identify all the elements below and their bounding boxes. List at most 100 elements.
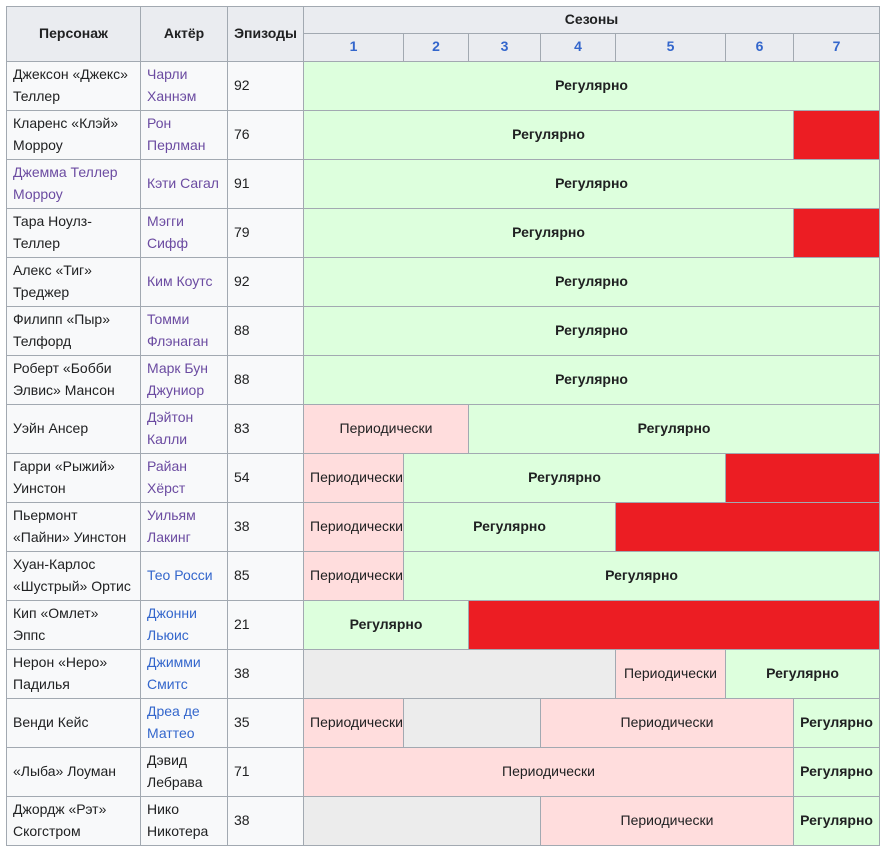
character-cell: Джексон «Джекс» Теллер — [6, 60, 141, 111]
table-row: Тара Ноулз-Теллер Мэгги Сифф 79 Регулярно — [6, 207, 881, 258]
actor-cell: Джонни Льюис — [140, 599, 228, 650]
season-cell-regular: Регулярно — [302, 305, 881, 356]
episodes-cell: 35 — [227, 697, 304, 748]
season-cell-regular: Регулярно — [792, 746, 881, 797]
season-cell-regular: Регулярно — [303, 109, 794, 160]
actor-link[interactable]: Дэйтон Калли — [147, 409, 194, 447]
season-7-header-link[interactable]: 7 — [792, 32, 881, 62]
column-header-character: Персонаж — [6, 6, 141, 62]
column-header-actor: Актёр — [140, 6, 228, 62]
character-cell: Нерон «Неро» Падилья — [6, 648, 141, 699]
season-cell-regular: Регулярно — [467, 403, 881, 454]
actor-cell: Ким Коутс — [140, 256, 228, 307]
actor-link[interactable]: Кэти Сагал — [147, 174, 219, 191]
season-cell-grey — [403, 697, 541, 748]
character-cell: «Лыба» Лоуман — [6, 746, 141, 797]
actor-cell: Томми Флэнаган — [140, 305, 228, 356]
table-row: Кип «Омлет» Эппс Джонни Льюис 21 Регулярно — [6, 599, 881, 650]
actor-link[interactable]: Марк Бун Джуниор — [147, 360, 209, 398]
season-3-header-link[interactable]: 3 — [468, 32, 541, 62]
episodes-cell: 21 — [227, 599, 304, 650]
season-cell-regular: Регулярно — [303, 207, 794, 258]
actor-cell: Чарли Ханнэм — [140, 60, 228, 111]
actor-cell: Дреа де Маттео — [140, 697, 228, 748]
episodes-cell: 92 — [227, 256, 304, 307]
character-cell: Венди Кейс — [6, 697, 141, 748]
episodes-cell: 79 — [227, 207, 304, 258]
season-cell-periodic: Периодически — [303, 452, 404, 503]
episodes-cell: 76 — [227, 109, 304, 160]
character-cell: Кип «Омлет» Эппс — [6, 599, 141, 650]
season-cell-regular: Регулярно — [724, 648, 881, 699]
season-1-header-link[interactable]: 1 — [303, 32, 404, 62]
actor-link[interactable]: Томми Флэнаган — [147, 311, 209, 349]
actor-link[interactable]: Чарли Ханнэм — [147, 66, 197, 104]
actor-link[interactable]: Райан Хёрст — [147, 458, 187, 496]
season-2-header-link[interactable]: 2 — [403, 32, 469, 62]
actor-cell: Кэти Сагал — [140, 158, 228, 209]
season-cell-periodic: Периодически — [615, 648, 726, 699]
actor-link[interactable]: Рон Перлман — [147, 115, 206, 153]
season-5-header-link[interactable]: 5 — [615, 32, 726, 62]
episodes-cell: 88 — [227, 305, 304, 356]
actor-link[interactable]: Тео Росси — [147, 566, 213, 583]
season-4-header-link[interactable]: 4 — [540, 32, 616, 62]
table-row: Филипп «Пыр» Телфорд Томми Флэнаган 88 Регу… — [6, 305, 881, 356]
actor-cell: Тео Росси — [140, 550, 228, 601]
actor-link[interactable]: Мэгги Сифф — [147, 213, 188, 251]
season-cell-periodic: Периодически — [303, 403, 469, 454]
season-cell-periodic: Периодически — [303, 501, 404, 552]
episodes-cell: 83 — [227, 403, 304, 454]
actor-link[interactable]: Дреа де Маттео — [147, 703, 200, 741]
column-header-episodes: Эпизоды — [227, 6, 304, 62]
table-row: Алекс «Тиг» Треджер Ким Коутс 92 Регулярно — [6, 256, 881, 307]
table-row: Пьермонт «Пайни» Уинстон Уильям Лакинг 38 П… — [6, 501, 881, 552]
character-link[interactable]: Джемма Теллер Морроу — [13, 164, 118, 202]
character-cell: Кларенс «Клэй» Морроу — [6, 109, 141, 160]
actor-link[interactable]: Джонни Льюис — [147, 605, 197, 643]
actor-cell: Дэвид Лебрава — [140, 746, 228, 797]
actor-cell: Джимми Смитс — [140, 648, 228, 699]
episodes-cell: 85 — [227, 550, 304, 601]
season-cell-grey — [303, 795, 541, 846]
actor-cell: Марк Бун Джуниор — [140, 354, 228, 405]
table-row: Венди Кейс Дреа де Маттео 35 Периодически Пе… — [6, 697, 881, 748]
character-cell: Пьермонт «Пайни» Уинстон — [6, 501, 141, 552]
actor-link[interactable]: Уильям Лакинг — [147, 507, 196, 545]
season-cell-regular: Регулярно — [302, 60, 881, 111]
season-cell-periodic: Периодически — [303, 697, 404, 748]
actor-cell: Райан Хёрст — [140, 452, 228, 503]
season-cell-regular: Регулярно — [792, 697, 881, 748]
actor-cell: Нико Никотера — [140, 795, 228, 846]
character-cell: Тара Ноулз-Теллер — [6, 207, 141, 258]
season-cell-red — [724, 452, 881, 503]
episodes-cell: 38 — [227, 648, 304, 699]
episodes-cell: 71 — [227, 746, 304, 797]
season-cell-red — [614, 501, 881, 552]
table-row: Гарри «Рыжий» Уинстон Райан Хёрст 54 Период… — [6, 452, 881, 503]
actor-link[interactable]: Джимми Смитс — [147, 654, 201, 692]
actor-link[interactable]: Ким Коутс — [147, 272, 213, 289]
table-row: Роберт «Бобби Элвис» Мансон Марк Бун Джун… — [6, 354, 881, 405]
season-cell-regular: Регулярно — [403, 452, 726, 503]
season-cell-periodic: Периодически — [303, 746, 794, 797]
season-cell-red — [467, 599, 881, 650]
season-6-header-link[interactable]: 6 — [725, 32, 794, 62]
season-cell-regular: Регулярно — [303, 599, 469, 650]
season-cell-regular: Регулярно — [792, 795, 881, 846]
season-cell-periodic: Периодически — [303, 550, 404, 601]
episodes-cell: 88 — [227, 354, 304, 405]
character-cell: Уэйн Ансер — [6, 403, 141, 454]
actor-cell: Уильям Лакинг — [140, 501, 228, 552]
episodes-cell: 38 — [227, 501, 304, 552]
character-cell: Джемма Теллер Морроу — [6, 158, 141, 209]
table-row: Джексон «Джекс» Теллер Чарли Ханнэм 92 Регу… — [6, 60, 881, 111]
character-cell: Роберт «Бобби Элвис» Мансон — [6, 354, 141, 405]
episodes-cell: 54 — [227, 452, 304, 503]
character-cell: Алекс «Тиг» Треджер — [6, 256, 141, 307]
column-header-seasons: Сезоны — [302, 6, 881, 34]
season-cell-regular: Регулярно — [302, 158, 881, 209]
